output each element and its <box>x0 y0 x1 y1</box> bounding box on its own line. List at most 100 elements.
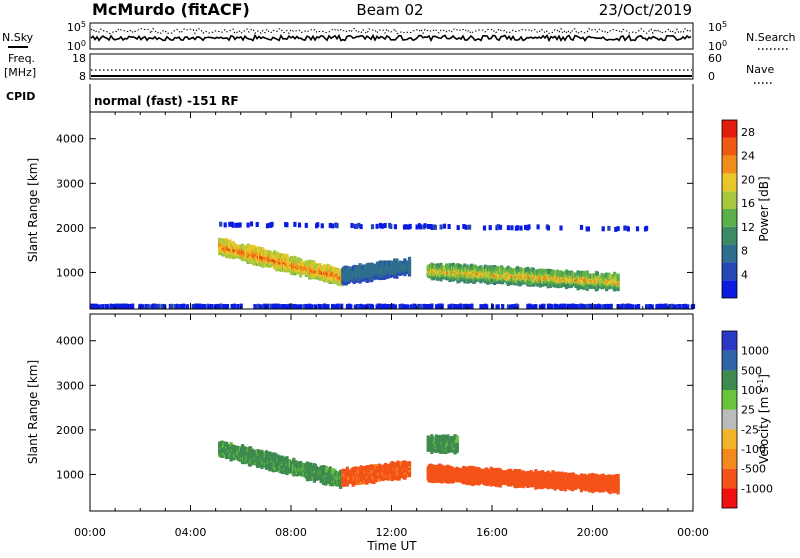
heatmap-cell <box>419 304 422 309</box>
heatmap-cell <box>371 224 374 229</box>
heatmap-cell <box>527 224 530 229</box>
heatmap-cell <box>376 224 379 229</box>
heatmap-cell <box>607 226 610 231</box>
heatmap-cell <box>224 222 227 227</box>
heatmap-cell <box>203 304 206 309</box>
nave-label: Nave <box>746 63 774 76</box>
heatmap-cell <box>507 225 510 230</box>
heatmap-cell <box>360 224 363 229</box>
freq-left-tick-bottom: 8 <box>79 70 86 83</box>
beam-title: Beam 02 <box>356 1 423 19</box>
noise-traces <box>91 29 691 41</box>
heatmap-cell <box>547 226 550 231</box>
noise-left-tick-bottom: 100 <box>67 39 86 53</box>
heatmap-cell <box>610 304 613 309</box>
n-sky-trace <box>91 36 691 41</box>
heatmap-cell <box>408 461 411 466</box>
cpid-text: normal (fast) -151 RF <box>94 94 239 108</box>
heatmap-cell <box>465 225 468 230</box>
cpid-panel: CPID normal (fast) -151 RF <box>6 84 693 112</box>
heatmap-cell <box>331 223 334 228</box>
nave-right-tick-bottom: 0 <box>708 70 715 83</box>
noise-right-tick-top: 105 <box>708 20 727 34</box>
n-search-label: N.Search <box>746 31 796 44</box>
heatmap-cell <box>389 224 392 229</box>
heatmap-cell <box>232 223 235 228</box>
heatmap-cell <box>419 224 422 229</box>
heatmap-cell <box>598 304 601 309</box>
heatmap-cell <box>236 304 239 309</box>
heatmap-cell <box>183 304 186 309</box>
freq-panel: Freq. [MHz] 18 8 60 0 Nave <box>4 52 774 83</box>
tick-exponent: 0 <box>722 39 727 48</box>
heatmap-cell <box>346 467 349 472</box>
heatmap-cell <box>384 223 387 228</box>
heatmap-cell <box>233 304 236 309</box>
heatmap-cell <box>101 304 104 309</box>
heatmap-cell <box>247 223 250 228</box>
date-title: 23/Oct/2019 <box>599 1 692 19</box>
heatmap-cell <box>250 221 253 226</box>
heatmap-cell <box>542 304 545 309</box>
heatmap-cell <box>157 304 160 309</box>
heatmap-cell <box>266 304 269 309</box>
station-title: McMurdo (fitACF) <box>92 0 250 19</box>
y-tick-label: 4000 <box>56 133 84 146</box>
heatmap-cell <box>637 304 640 309</box>
heatmap-cell <box>305 223 308 228</box>
heatmap-cell <box>186 304 189 309</box>
heatmap-cell <box>170 304 173 309</box>
heatmap-cell <box>537 224 540 229</box>
velocity-heatmap-cells <box>218 434 620 494</box>
tick-exponent: 5 <box>81 20 86 29</box>
y-tick-label: 2000 <box>56 222 84 235</box>
heatmap-cell <box>519 226 522 231</box>
heatmap-cell <box>336 223 339 228</box>
noise-left-tick-top: 105 <box>67 20 86 34</box>
power-y-axis-label: Slant Range [km] <box>26 158 40 262</box>
heatmap-cell <box>321 223 324 228</box>
heatmap-cell <box>483 226 486 231</box>
heatmap-cell <box>408 257 411 262</box>
heatmap-cell <box>617 274 620 279</box>
heatmap-cell <box>394 224 397 229</box>
heatmap-cell <box>499 225 502 230</box>
heatmap-cell <box>510 225 513 230</box>
freq-left-tick-top: 18 <box>72 52 86 65</box>
heatmap-cell <box>448 224 451 229</box>
heatmap-cell <box>534 304 537 309</box>
heatmap-cell <box>645 226 648 231</box>
heatmap-cell <box>664 304 667 309</box>
n-sky-label: N.Sky <box>2 31 34 44</box>
heatmap-cell <box>516 225 519 230</box>
noise-panel: N.Sky 105 100 105 100 N.Search <box>2 20 796 53</box>
heatmap-cell <box>678 304 681 309</box>
heatmap-cell <box>285 222 288 227</box>
tick-exponent: 5 <box>722 20 727 29</box>
heatmap-cell <box>176 304 179 309</box>
nave-right-tick-top: 60 <box>708 52 722 65</box>
heatmap-cell <box>440 225 443 230</box>
y-tick-label: 3000 <box>56 177 84 190</box>
heatmap-cell <box>457 225 460 230</box>
n-search-trace <box>91 29 691 34</box>
heatmap-cell <box>443 224 446 229</box>
heatmap-cell <box>434 225 437 230</box>
cpid-label: CPID <box>6 90 35 103</box>
heatmap-cell <box>299 304 302 309</box>
heatmap-cell <box>602 226 605 231</box>
heatmap-cell <box>489 225 492 230</box>
heatmap-cell <box>337 304 340 309</box>
heatmap-cell <box>256 222 259 227</box>
heatmap-cell <box>430 304 433 309</box>
heatmap-cell <box>563 304 566 309</box>
heatmap-cell <box>617 226 620 231</box>
power-heatmap-cells <box>90 221 695 309</box>
heatmap-cell <box>627 227 630 232</box>
heatmap-cell <box>587 226 590 231</box>
heatmap-cell <box>270 222 273 227</box>
heatmap-cell <box>226 304 229 309</box>
